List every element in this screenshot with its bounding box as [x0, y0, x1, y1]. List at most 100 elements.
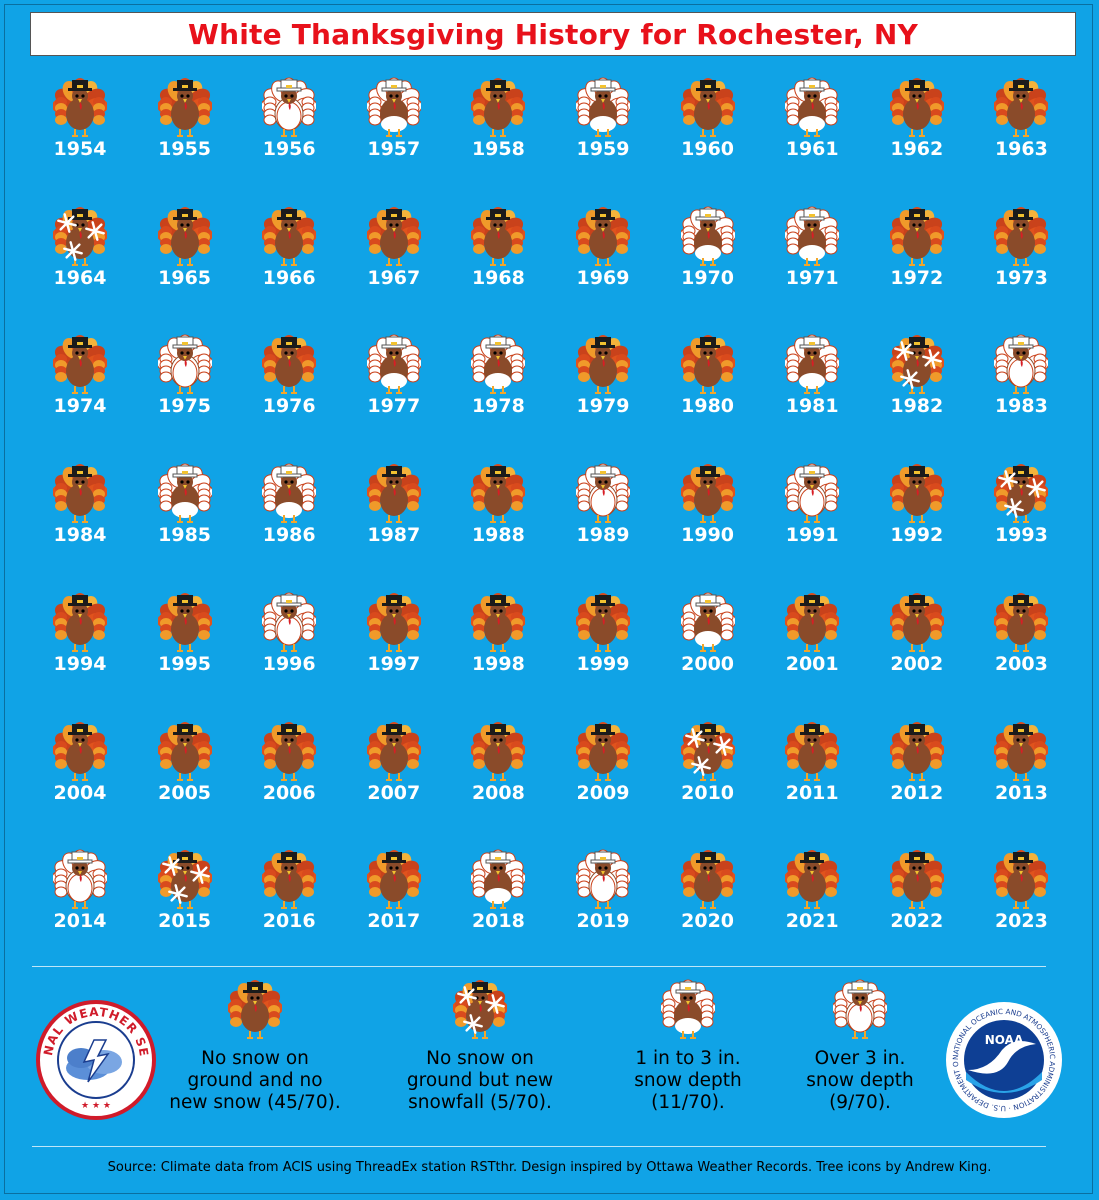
- year-cell: 1966: [237, 201, 341, 329]
- noaa-logo: NATIONAL OCEANIC AND ATMOSPHERIC ADMINIS…: [941, 993, 1064, 1124]
- year-cell: 2013: [969, 716, 1073, 844]
- year-cell: 1976: [237, 329, 341, 457]
- chart-frame: [4, 4, 1093, 1194]
- year-label: 1983: [994, 395, 1048, 418]
- year-label: 1989: [576, 524, 630, 547]
- year-cell: 1957: [342, 72, 446, 200]
- year-cell: 1990: [656, 458, 760, 586]
- year-label: 1981: [785, 395, 839, 418]
- year-label: 2019: [576, 910, 630, 933]
- year-cell: 2017: [342, 844, 446, 972]
- year-label: 2021: [785, 910, 839, 933]
- year-cell: 1969: [551, 201, 655, 329]
- year-cell: 2008: [446, 716, 550, 844]
- year-label: 2013: [994, 781, 1048, 804]
- year-label: 1996: [262, 652, 316, 675]
- year-label: 1958: [471, 138, 525, 160]
- year-label: 2015: [158, 910, 212, 933]
- year-label: 2016: [262, 910, 316, 933]
- year-label: 2008: [471, 781, 525, 804]
- legend-item: Over 3 in. snow depth (9/70).: [760, 978, 960, 1114]
- year-cell: 2005: [133, 716, 237, 844]
- legend-item: No snow on ground but new snowfall (5/70…: [380, 978, 580, 1114]
- year-cell: 1954: [28, 72, 132, 200]
- year-cell: 1989: [551, 458, 655, 586]
- divider-top: [32, 966, 1046, 967]
- year-label: 1963: [994, 138, 1048, 160]
- legend-turkey-icon: [760, 978, 960, 1040]
- year-cell: 1994: [28, 587, 132, 715]
- year-label: 1984: [53, 524, 107, 547]
- year-cell: 1967: [342, 201, 446, 329]
- year-cell: 1963: [969, 72, 1073, 200]
- year-cell: 1975: [133, 329, 237, 457]
- year-label: 1957: [367, 138, 421, 160]
- year-cell: 2014: [28, 844, 132, 972]
- year-cell: 1962: [865, 72, 969, 200]
- year-cell: 1968: [446, 201, 550, 329]
- year-label: 1990: [681, 524, 735, 547]
- legend-turkey-icon: [155, 978, 355, 1040]
- year-label: 1974: [53, 395, 107, 418]
- year-cell: 2002: [865, 587, 969, 715]
- year-cell: 2018: [446, 844, 550, 972]
- noaa-logo-text: NOAA: [985, 1033, 1024, 1047]
- year-cell: 1984: [28, 458, 132, 586]
- year-cell: 2019: [551, 844, 655, 972]
- page-title: White Thanksgiving History for Rochester…: [188, 17, 918, 51]
- year-label: 1962: [890, 138, 944, 160]
- year-cell: 1991: [760, 458, 864, 586]
- year-cell: 2020: [656, 844, 760, 972]
- year-cell: 1986: [237, 458, 341, 586]
- year-label: 1994: [53, 652, 107, 675]
- year-label: 1966: [262, 266, 316, 289]
- year-cell: 1981: [760, 329, 864, 457]
- year-cell: 1974: [28, 329, 132, 457]
- year-label: 1969: [576, 266, 630, 289]
- year-label: 1967: [367, 266, 421, 289]
- year-cell: 1983: [969, 329, 1073, 457]
- year-label: 1973: [994, 266, 1048, 289]
- year-cell: 2010: [656, 716, 760, 844]
- year-label: 1985: [158, 524, 212, 547]
- legend-item: No snow on ground and no new snow (45/70…: [155, 978, 355, 1114]
- year-cell: 1961: [760, 72, 864, 200]
- year-cell: 2001: [760, 587, 864, 715]
- year-cell: 1956: [237, 72, 341, 200]
- year-label: 1978: [471, 395, 525, 418]
- year-label: 2014: [53, 910, 107, 933]
- year-cell: 1960: [656, 72, 760, 200]
- year-label: 1988: [471, 524, 525, 547]
- year-cell: 1988: [446, 458, 550, 586]
- year-cell: 1982: [865, 329, 969, 457]
- year-label: 1987: [367, 524, 421, 547]
- year-label: 1968: [471, 266, 525, 289]
- svg-text:★ ★ ★: ★ ★ ★: [81, 1101, 111, 1111]
- year-cell: 2016: [237, 844, 341, 972]
- year-cell: 1970: [656, 201, 760, 329]
- legend-text: Over 3 in. snow depth (9/70).: [806, 1048, 914, 1113]
- year-label: 2022: [890, 910, 944, 933]
- year-label: 1993: [994, 524, 1048, 547]
- year-label: 1982: [890, 395, 944, 418]
- year-label: 1975: [158, 395, 212, 418]
- year-cell: 1992: [865, 458, 969, 586]
- year-label: 1992: [890, 524, 944, 547]
- year-cell: 1997: [342, 587, 446, 715]
- year-label: 1956: [262, 138, 316, 160]
- year-label: 1972: [890, 266, 944, 289]
- year-label: 2004: [53, 781, 107, 804]
- year-label: 2007: [367, 781, 421, 804]
- year-label: 1979: [576, 395, 630, 418]
- legend-turkey-icon: [588, 978, 788, 1040]
- year-cell: 1978: [446, 329, 550, 457]
- year-label: 2017: [367, 910, 421, 933]
- year-cell: 1964: [28, 201, 132, 329]
- year-label: 1954: [53, 138, 107, 160]
- year-cell: 2003: [969, 587, 1073, 715]
- year-cell: 1965: [133, 201, 237, 329]
- year-label: 2009: [576, 781, 630, 804]
- year-label: 2003: [994, 652, 1048, 675]
- year-label: 1961: [785, 138, 839, 160]
- year-cell: 1973: [969, 201, 1073, 329]
